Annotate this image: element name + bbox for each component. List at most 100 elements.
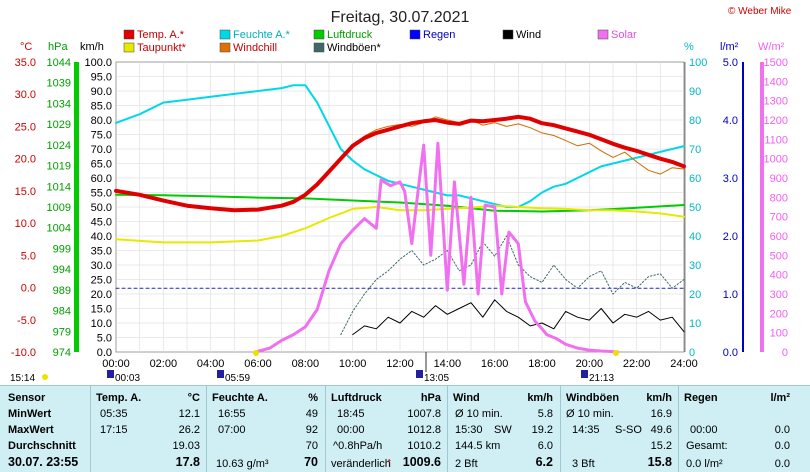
legend-swatch xyxy=(313,29,325,40)
legend-swatch xyxy=(409,29,421,40)
x-tick-label: 00:00 xyxy=(102,358,130,370)
series-line-windchill xyxy=(316,116,685,185)
wind-tick-label: 30.0 xyxy=(91,260,112,272)
rain-tick-label: 0.0 xyxy=(723,347,738,359)
solar-tick-label: 0 xyxy=(782,347,788,359)
wind-dist-val: 6.0 xyxy=(537,440,553,452)
humidity-axis-bar xyxy=(684,62,686,352)
row-label-max: MaxWert xyxy=(8,424,54,436)
row-label-current: 30.07. 23:55 xyxy=(8,455,79,469)
pressure-tick-label: 1019 xyxy=(47,161,71,173)
temp-header: Temp. A. xyxy=(96,392,142,404)
humidity-axis-unit: % xyxy=(684,41,694,53)
time-marker-icon xyxy=(581,370,588,378)
wind-tick-label: 40.0 xyxy=(91,231,112,243)
legend-label: Feuchte A.* xyxy=(233,29,291,41)
wind-max-dir: SW xyxy=(494,424,512,436)
pressure-tick-label: 1029 xyxy=(47,119,71,131)
pressure-tick-label: 999 xyxy=(53,243,71,255)
humidity-tick-label: 40 xyxy=(689,231,701,243)
temp-tick-label: 15.0 xyxy=(15,186,36,198)
wind-tick-label: 25.0 xyxy=(91,275,112,287)
humidity-tick-label: 10 xyxy=(689,318,701,330)
hum-max-time: 07:00 xyxy=(218,424,246,436)
solar-tick-label: 800 xyxy=(770,192,788,204)
row-label-sensor: Sensor xyxy=(8,392,46,404)
x-tick-label: 18:00 xyxy=(528,358,556,370)
rain-tick-label: 2.0 xyxy=(723,231,738,243)
press-current: 1009.6 xyxy=(402,455,441,469)
temp-avg: 19.03 xyxy=(172,440,200,452)
hum-unit: % xyxy=(308,392,318,404)
humidity-tick-label: 80 xyxy=(689,115,701,127)
press-trend-arrow-icon: ↑ xyxy=(386,455,393,469)
hum-abs: 10.63 g/m³ xyxy=(216,458,269,470)
solar-tick-label: 700 xyxy=(770,212,788,224)
wind-tick-label: 15.0 xyxy=(91,304,112,316)
wind-tick-label: 90.0 xyxy=(91,86,112,98)
pressure-tick-label: 979 xyxy=(53,326,71,338)
pressure-tick-label: 1034 xyxy=(47,98,71,110)
rain-total: 0.0 xyxy=(774,440,790,452)
rain-max-time: 00:00 xyxy=(690,424,718,436)
row-label-avg: Durchschnitt xyxy=(8,440,76,452)
rain-unit: l/m² xyxy=(770,392,790,404)
wind-unit: km/h xyxy=(527,392,553,404)
solar-tick-label: 1400 xyxy=(764,76,788,88)
pressure-tick-label: 974 xyxy=(53,347,71,359)
hum-min-time: 16:55 xyxy=(218,408,246,420)
wind-tick-label: 45.0 xyxy=(91,217,112,229)
temp-tick-label: 20.0 xyxy=(15,154,36,166)
wind-tick-label: 0.0 xyxy=(97,347,112,359)
temp-tick-label: 10.0 xyxy=(15,218,36,230)
temp-axis-unit: °C xyxy=(20,41,32,53)
series-line-wind xyxy=(352,299,685,336)
wind-tick-label: 95.0 xyxy=(91,72,112,84)
rain-tick-label: 1.0 xyxy=(723,289,738,301)
temp-tick-label: -10.0 xyxy=(11,347,36,359)
temp-tick-label: -5.0 xyxy=(17,315,36,327)
press-min: 1007.8 xyxy=(407,408,441,420)
gust-max-time: 14:35 xyxy=(572,424,600,436)
legend-label: Wind xyxy=(516,29,541,41)
press-max-time: 00:00 xyxy=(337,424,365,436)
series-line-windb-en xyxy=(340,235,685,336)
time-label: 15:14 xyxy=(10,373,35,384)
press-max: 1012.8 xyxy=(407,424,441,436)
wind-tick-label: 50.0 xyxy=(91,202,112,214)
solar-tick-label: 600 xyxy=(770,231,788,243)
temp-tick-label: 0.0 xyxy=(21,283,36,295)
temp-current: 17.8 xyxy=(175,455,200,469)
time-markers: 15:14 00:03 05:59 13:05 21:13 xyxy=(10,350,619,384)
chart-axes: °C hPa km/h% l/m² W/m² 35.0 30.0 25.0 20.0 15.0 10… xyxy=(11,41,788,370)
time-label: 21:13 xyxy=(589,373,614,384)
press-min-time: 18:45 xyxy=(337,408,365,420)
wind-tick-label: 55.0 xyxy=(91,188,112,200)
legend-swatch xyxy=(219,29,231,40)
stats-table: Sensor MinWert MaxWert Durchschnitt 30.0… xyxy=(0,385,810,472)
x-tick-label: 16:00 xyxy=(481,358,509,370)
copyright-label: © Weber Mike xyxy=(728,6,792,17)
humidity-tick-label: 0 xyxy=(689,347,695,359)
solar-tick-label: 1200 xyxy=(764,115,788,127)
press-unit: hPa xyxy=(420,392,441,404)
wind-header: Wind xyxy=(453,392,480,404)
pressure-tick-label: 984 xyxy=(53,306,71,318)
wind-tick-label: 70.0 xyxy=(91,144,112,156)
legend-label: Taupunkt* xyxy=(137,42,187,54)
temp-max: 26.2 xyxy=(178,424,200,436)
rain-tick-label: 5.0 xyxy=(723,57,738,69)
solar-tick-label: 1000 xyxy=(764,154,788,166)
gust-avg-label: Ø 10 min. xyxy=(566,408,614,420)
wind-dist: 144.5 km xyxy=(455,440,501,452)
wind-tick-label: 100.0 xyxy=(84,57,112,69)
pressure-tick-label: 1039 xyxy=(47,78,71,90)
rain-axis-bar xyxy=(742,62,744,352)
x-tick-label: 02:00 xyxy=(150,358,178,370)
x-tick-label: 22:00 xyxy=(623,358,651,370)
time-label: 00:03 xyxy=(115,373,140,384)
humidity-tick-label: 20 xyxy=(689,289,701,301)
pressure-axis-bar xyxy=(74,62,79,352)
press-header: Luftdruck xyxy=(331,392,382,404)
wind-tick-label: 80.0 xyxy=(91,115,112,127)
